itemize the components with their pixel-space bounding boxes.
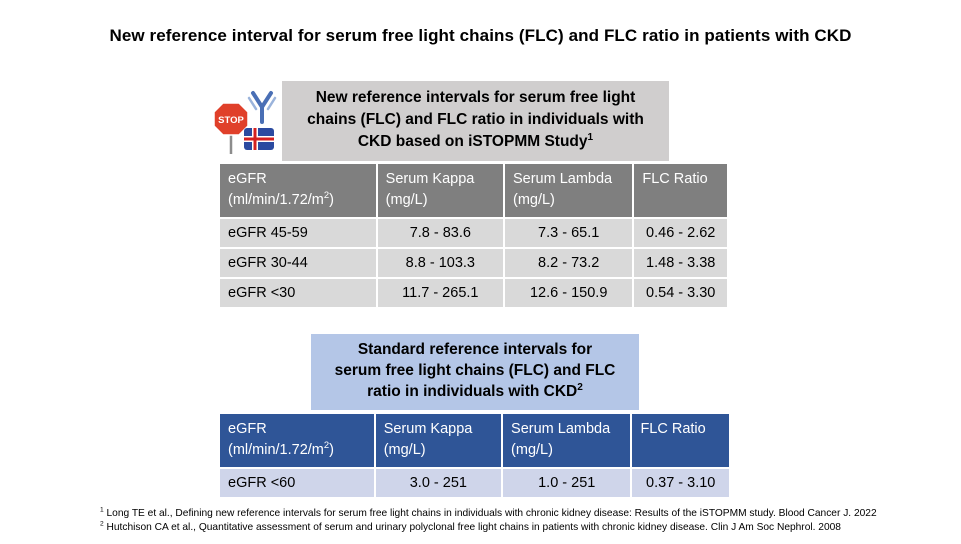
iceland-flag-icon: [244, 128, 274, 150]
table-header-row: eGFR (ml/min/1.72/m2) Serum Kappa (mg/L) S…: [218, 412, 731, 469]
table-header-row: eGFR (ml/min/1.72/m2) Serum Kappa (mg/L) S…: [218, 162, 729, 219]
lambda-cell: 7.3 - 65.1: [502, 217, 635, 249]
kappa-cell: 7.8 - 83.6: [375, 217, 505, 249]
flc-ratio-cell: 1.48 - 3.38: [632, 247, 729, 279]
column-header-kappa: Serum Kappa (mg/L): [373, 412, 504, 469]
standard-heading-line: Standard reference intervals for: [357, 341, 593, 358]
istopmm-reference-table: eGFR (ml/min/1.72/m2) Serum Kappa (mg/L) S…: [218, 162, 729, 309]
kappa-cell: 11.7 - 265.1: [375, 277, 505, 309]
lambda-cell: 8.2 - 73.2: [502, 247, 635, 279]
istopmm-heading-line: chains (FLC) and FLC ratio in individual…: [307, 111, 644, 128]
column-header-egfr: eGFR (ml/min/1.72/m2): [218, 412, 376, 469]
table-row: eGFR <30 11.7 - 265.1 12.6 - 150.9 0.54 …: [218, 277, 729, 309]
column-header-flc-ratio: FLC Ratio: [632, 162, 729, 219]
lambda-cell: 1.0 - 251: [501, 467, 633, 499]
kappa-cell: 8.8 - 103.3: [375, 247, 505, 279]
column-header-lambda: Serum Lambda (mg/L): [501, 412, 633, 469]
lambda-cell: 12.6 - 150.9: [502, 277, 635, 309]
icon-cluster: STOP: [212, 88, 280, 156]
footnotes: 1 Long TE et al., Defining new reference…: [100, 507, 950, 535]
table-row: eGFR <60 3.0 - 251 1.0 - 251 0.37 - 3.10: [218, 467, 731, 499]
svg-text:STOP: STOP: [218, 115, 244, 126]
footnote: 2 Hutchison CA et al., Quantitative asse…: [100, 520, 841, 533]
kappa-cell: 3.0 - 251: [373, 467, 504, 499]
flc-ratio-cell: 0.46 - 2.62: [632, 217, 729, 249]
column-header-lambda: Serum Lambda (mg/L): [502, 162, 635, 219]
column-header-egfr: eGFR (ml/min/1.72/m2): [218, 162, 378, 219]
flc-ratio-cell: 0.37 - 3.10: [630, 467, 731, 499]
stop-sign-icon: STOP: [213, 102, 249, 154]
standard-heading-line: ratio in individuals with CKD: [367, 383, 578, 400]
standard-heading-line: serum free light chains (FLC) and FLC: [334, 362, 616, 379]
footnote-ref: 2: [577, 381, 583, 393]
footnote-ref: 1: [587, 131, 594, 143]
istopmm-heading: New reference intervals for serum free l…: [282, 81, 669, 161]
standard-reference-table: eGFR (ml/min/1.72/m2) Serum Kappa (mg/L) S…: [218, 412, 731, 499]
flc-ratio-cell: 0.54 - 3.30: [632, 277, 729, 309]
egfr-cell: eGFR <30: [218, 277, 378, 309]
istopmm-heading-line: New reference intervals for serum free l…: [315, 89, 636, 106]
egfr-cell: eGFR 30-44: [218, 247, 378, 279]
column-header-flc-ratio: FLC Ratio: [630, 412, 731, 469]
egfr-cell: eGFR 45-59: [218, 217, 378, 249]
footnote: 1 Long TE et al., Defining new reference…: [100, 506, 877, 519]
standard-heading: Standard reference intervals for serum f…: [311, 334, 639, 410]
page-title: New reference interval for serum free li…: [109, 26, 852, 45]
table-row: eGFR 30-44 8.8 - 103.3 8.2 - 73.2 1.48 -…: [218, 247, 729, 279]
egfr-cell: eGFR <60: [218, 467, 376, 499]
istopmm-heading-line: CKD based on iSTOPMM Study: [357, 133, 588, 150]
antibody-icon: [247, 91, 277, 124]
column-header-kappa: Serum Kappa (mg/L): [375, 162, 505, 219]
table-row: eGFR 45-59 7.8 - 83.6 7.3 - 65.1 0.46 - …: [218, 217, 729, 249]
